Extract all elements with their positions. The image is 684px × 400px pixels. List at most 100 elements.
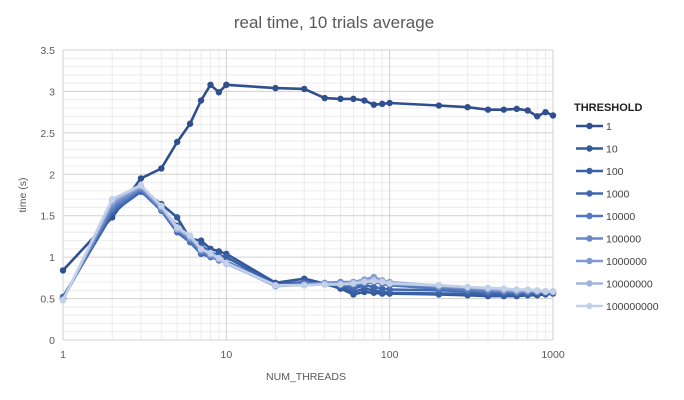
data-point (207, 81, 214, 89)
data-point (321, 94, 328, 102)
data-point (158, 165, 165, 172)
legend-item: 1000000 (576, 256, 647, 268)
data-point (386, 280, 393, 287)
data-point (500, 285, 508, 292)
data-point (197, 237, 205, 244)
legend-swatch-marker (586, 122, 593, 130)
data-point (524, 286, 531, 293)
series-100000000 (59, 181, 557, 304)
legend-label: 1 (606, 121, 612, 133)
legend-label: 10000000 (606, 279, 653, 291)
data-point (513, 105, 520, 113)
data-point (464, 283, 471, 291)
y-tick-label: 0.5 (40, 294, 55, 306)
data-point (301, 85, 308, 93)
data-point (386, 99, 393, 107)
legend-item: 10000 (576, 211, 635, 223)
data-point (59, 267, 67, 274)
data-point (272, 282, 279, 289)
data-point (350, 95, 357, 103)
data-point (223, 259, 230, 267)
data-point (59, 297, 67, 304)
x-tick-label: 1 (60, 349, 66, 361)
legend-label: 1000 (606, 189, 630, 201)
x-axis-label: NUM_THREADS (266, 371, 346, 383)
data-point (378, 278, 386, 286)
legend-label: 100000000 (606, 301, 659, 313)
data-point (215, 89, 223, 96)
data-point (513, 286, 520, 293)
data-point (524, 107, 531, 114)
y-axis-label: time (s) (17, 178, 29, 213)
data-point (378, 285, 386, 292)
data-point (350, 280, 357, 287)
data-point (533, 287, 541, 294)
legend-item: 100 (576, 166, 624, 178)
legend-swatch-marker (586, 302, 593, 310)
y-tick-label: 0 (49, 335, 55, 347)
data-point (378, 100, 386, 108)
data-point (158, 202, 165, 209)
data-point (173, 138, 181, 146)
data-point (370, 283, 378, 291)
legend-swatch-marker (586, 257, 593, 265)
data-point (337, 95, 344, 103)
legend-swatch-marker (586, 212, 593, 220)
series-line (62, 83, 554, 272)
data-point (173, 224, 181, 231)
data-point (435, 102, 443, 109)
data-point (301, 282, 308, 289)
y-tick-label: 2 (49, 169, 55, 181)
data-point (272, 84, 279, 92)
data-point (542, 108, 549, 116)
x-tick-label: 10 (220, 349, 232, 361)
y-tick-label: 3 (49, 86, 55, 98)
legend-item: 100000 (576, 234, 641, 246)
x-axis-ticks: 1 10 100 1000 (60, 349, 565, 361)
data-point (197, 97, 205, 104)
data-point (186, 120, 194, 127)
chart-title: real time, 10 trials average (234, 13, 434, 32)
legend-item: 10000000 (576, 279, 653, 291)
data-point (549, 112, 557, 119)
data-point (321, 281, 328, 288)
data-point (464, 103, 471, 111)
data-point (215, 254, 223, 262)
data-point (186, 232, 194, 239)
data-point (337, 281, 344, 288)
data-point (549, 287, 557, 295)
data-point (484, 106, 492, 113)
legend-swatch-marker (586, 167, 593, 175)
y-tick-label: 1.5 (40, 211, 55, 223)
data-point (137, 181, 145, 189)
legend-title: THRESHOLD (574, 102, 643, 114)
data-point (197, 245, 205, 253)
legend-label: 1000000 (606, 256, 647, 268)
legend-swatch-marker (586, 280, 593, 287)
data-point (542, 287, 549, 295)
legend-item: 10 (576, 144, 618, 156)
data-point (500, 106, 508, 113)
data-point (173, 214, 181, 221)
legend-label: 10000 (606, 211, 635, 223)
data-point (361, 97, 368, 104)
data-point (370, 277, 378, 285)
series-line (61, 187, 554, 298)
data-point (361, 278, 368, 286)
data-point (533, 113, 541, 120)
legend-label: 100 (606, 166, 624, 178)
x-tick-label: 100 (381, 349, 399, 361)
legend-swatch-marker (586, 235, 593, 242)
legend-label: 100000 (606, 234, 641, 246)
legend-item: 100000000 (576, 301, 659, 313)
data-point (108, 195, 116, 203)
data-series (59, 81, 557, 304)
legend-item: 1 (576, 121, 612, 133)
data-point (137, 175, 145, 182)
data-point (207, 249, 214, 257)
y-tick-label: 1 (49, 252, 55, 264)
x-tick-label: 1000 (541, 349, 565, 361)
data-point (484, 284, 492, 291)
